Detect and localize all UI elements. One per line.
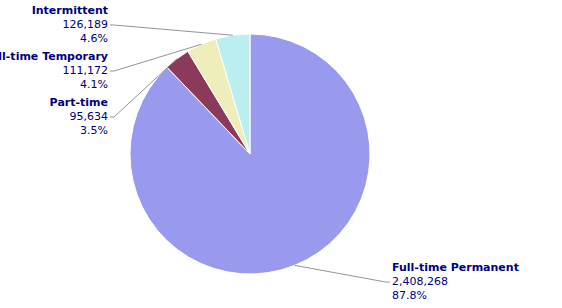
pie-slice xyxy=(216,34,250,154)
slices xyxy=(130,34,370,274)
label-line: 3.5% xyxy=(80,124,108,137)
leader-line xyxy=(110,25,233,35)
slice-label: Intermittent126,1894.6% xyxy=(32,4,108,45)
label-line: Full-time Permanent xyxy=(392,261,519,274)
label-line: 4.1% xyxy=(80,78,108,91)
label-line: Intermittent xyxy=(32,4,108,17)
leader-lines xyxy=(110,25,390,282)
label-line: 87.8% xyxy=(392,289,427,302)
label-line: 111,172 xyxy=(63,64,109,77)
pie-slice xyxy=(130,34,370,274)
chart-container: Full-time Permanent2,408,26887.8% Part-ti… xyxy=(0,0,562,308)
label-line: Full-time Temporary xyxy=(0,50,108,63)
label-line: 126,189 xyxy=(63,18,109,31)
leader-line xyxy=(110,59,177,117)
label-line: 2,408,268 xyxy=(392,275,448,288)
labels: Full-time Permanent2,408,26887.8% Part-ti… xyxy=(0,4,519,302)
label-line: 95,634 xyxy=(70,110,109,123)
leader-line xyxy=(295,265,390,282)
pie-chart: Full-time Permanent2,408,26887.8% Part-ti… xyxy=(0,0,562,308)
slice-label: Full-time Temporary111,1724.1% xyxy=(0,50,108,91)
leader-line xyxy=(110,44,201,71)
slice-label: Part-time95,6343.5% xyxy=(50,96,108,137)
slice-label: Full-time Permanent2,408,26887.8% xyxy=(392,261,519,302)
label-line: 4.6% xyxy=(80,32,108,45)
label-line: Part-time xyxy=(50,96,108,109)
